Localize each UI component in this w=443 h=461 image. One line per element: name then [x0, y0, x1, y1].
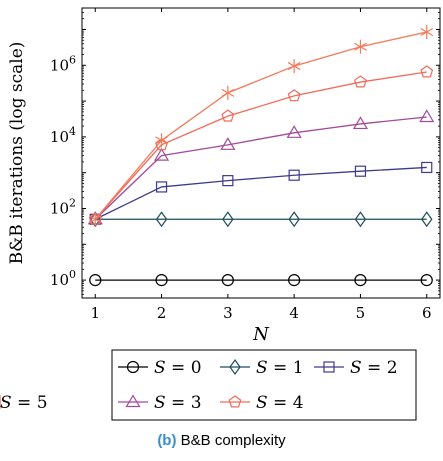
x-tick-label: 1 — [90, 304, 100, 322]
star-stroke — [287, 62, 301, 71]
data-point — [288, 273, 301, 287]
data-point — [154, 147, 170, 161]
data-point — [88, 212, 102, 227]
series-1 — [89, 211, 433, 228]
x-axis-label-text: N — [252, 324, 270, 345]
legend-marker — [228, 395, 242, 408]
data-point — [155, 138, 168, 151]
legend-item: S = 4 — [220, 393, 304, 413]
star-stroke — [155, 136, 168, 145]
legend-marker — [125, 394, 141, 408]
data-point — [286, 125, 302, 138]
star-stroke — [420, 27, 434, 37]
plot-area: 1 2 3 4 5 6 100 102 104 106 — [50, 7, 441, 322]
data-point — [221, 109, 235, 122]
y-tick-label: 104 — [50, 125, 76, 146]
data-point — [288, 211, 300, 228]
data-point — [354, 75, 367, 88]
data-point — [220, 137, 236, 150]
data-point — [354, 165, 367, 177]
y-tick-label: 106 — [50, 53, 76, 74]
x-tick-label: 3 — [223, 304, 233, 322]
data-point — [420, 65, 434, 78]
legend: S = 0 S = 1 S = 2 S = 3 S = 4 S = 5 — [0, 349, 417, 421]
data-point — [222, 175, 234, 187]
data-point — [287, 89, 301, 102]
legend-item: S = 2 — [314, 358, 398, 378]
star-stroke — [354, 42, 367, 51]
data-point — [221, 273, 234, 287]
data-point — [287, 59, 301, 74]
series-3 — [87, 109, 435, 225]
legend-label: S = 3 — [154, 393, 202, 413]
legend-marker — [126, 360, 140, 374]
data-point — [421, 211, 433, 228]
data-point — [155, 133, 168, 148]
series-2 — [89, 161, 433, 225]
y-axis-label: B&B iterations (log scale) — [7, 42, 27, 265]
series-4 — [88, 65, 434, 225]
x-tick-label: 4 — [289, 304, 299, 322]
legend-item: S = 1 — [220, 358, 304, 378]
data-point — [222, 211, 234, 228]
legend-marker — [229, 358, 241, 376]
series-0 — [89, 273, 433, 287]
x-tick-label: 5 — [356, 304, 366, 322]
data-point — [354, 211, 367, 228]
data-point — [354, 273, 367, 287]
star-stroke — [88, 215, 102, 224]
legend-marker — [323, 361, 335, 373]
figure-caption: (b) B&B complexity — [0, 432, 443, 449]
caption-tag: (b) — [157, 432, 177, 449]
series-5 — [88, 25, 434, 227]
data-point — [89, 273, 102, 287]
data-point — [155, 273, 168, 287]
series-line — [94, 31, 427, 220]
legend-label: S = 2 — [350, 358, 398, 378]
data-point — [420, 25, 434, 40]
data-point — [221, 85, 235, 100]
legend-item: S = 0 — [118, 358, 202, 378]
x-tick-label: 2 — [157, 304, 167, 322]
series-line — [94, 71, 427, 220]
legend-item: S = 5 — [0, 393, 48, 413]
x-tick-label: 6 — [422, 304, 432, 322]
series-line — [94, 166, 427, 220]
data-point — [421, 161, 433, 174]
data-point — [352, 116, 368, 130]
y-tick-label: 102 — [50, 196, 76, 217]
data-point — [420, 273, 433, 287]
plot-frame — [81, 7, 441, 299]
legend-frame — [111, 349, 417, 421]
data-point — [354, 39, 367, 54]
data-point — [155, 181, 168, 193]
data-point — [288, 169, 300, 181]
data-point — [419, 109, 435, 123]
legend-label: S = 0 — [154, 358, 202, 378]
legend-label: S = 1 — [256, 358, 304, 378]
legend-item: S = 3 — [118, 393, 202, 413]
star-stroke — [221, 88, 235, 97]
caption-text: B&B complexity — [180, 432, 286, 449]
legend-label: S = 5 — [0, 393, 48, 413]
legend-label: S = 4 — [256, 393, 304, 413]
x-axis-label: N — [252, 324, 270, 345]
series-line — [94, 116, 427, 220]
data-point — [155, 211, 168, 228]
y-tick-label: 100 — [50, 268, 76, 289]
